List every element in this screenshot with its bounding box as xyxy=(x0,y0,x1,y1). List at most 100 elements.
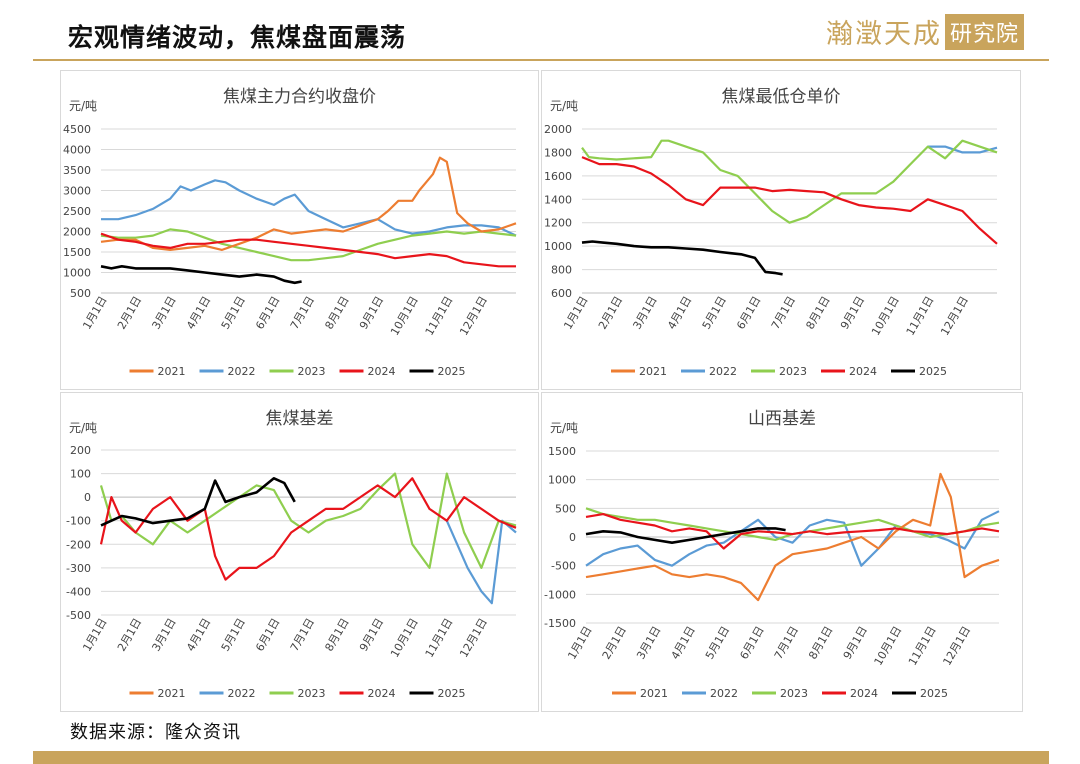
x-tick-label: 12月1日 xyxy=(940,624,973,668)
series-line-2022 xyxy=(101,179,517,237)
x-tick-label: 5月1日 xyxy=(700,294,729,332)
y-tick-label: 500 xyxy=(555,502,576,515)
x-tick-label: 6月1日 xyxy=(253,294,282,332)
x-tick-label: 10月1日 xyxy=(872,624,905,668)
legend-label-2023: 2023 xyxy=(779,365,807,378)
legend-label-2021: 2021 xyxy=(639,365,667,378)
series-line-2024 xyxy=(100,232,516,268)
y-tick-label: -500 xyxy=(551,560,576,573)
x-tick-label: 9月1日 xyxy=(838,294,867,332)
x-tick-label: 10月1日 xyxy=(388,616,421,660)
x-tick-label: 3月1日 xyxy=(631,294,660,332)
x-tick-label: 9月1日 xyxy=(357,294,386,332)
y-tick-label: 200 xyxy=(70,444,91,457)
legend-label-2024: 2024 xyxy=(849,365,877,378)
header-rule xyxy=(33,59,1049,61)
y-tick-label: -1500 xyxy=(544,617,576,630)
y-tick-label: 500 xyxy=(70,287,91,300)
footer-bar xyxy=(33,751,1049,764)
y-tick-label: 0 xyxy=(84,491,91,504)
chart-panel-shanxi-basis: 山西基差 元/吨 -1500 -1000 -500 0 500 1000 1500 1月1日 2月1… xyxy=(541,392,1023,712)
legend-label-2022: 2022 xyxy=(710,687,738,700)
x-tick-label: 5月1日 xyxy=(219,616,248,654)
y-tick-label: 2000 xyxy=(544,123,572,136)
y-tick-label: 100 xyxy=(70,468,91,481)
legend-label-2024: 2024 xyxy=(850,687,878,700)
y-tick-label: 600 xyxy=(551,287,572,300)
x-tick-label: 12月1日 xyxy=(938,294,971,338)
legend-label-2024: 2024 xyxy=(368,365,396,378)
x-tick-label: 7月1日 xyxy=(769,294,798,332)
x-tick-label: 3月1日 xyxy=(150,294,179,332)
legend-label-2025: 2025 xyxy=(919,365,947,378)
y-tick-label: 1200 xyxy=(544,217,572,230)
x-tick-label: 3月1日 xyxy=(634,624,663,662)
y-tick-label: 2000 xyxy=(63,226,91,239)
y-tick-label: 1800 xyxy=(544,146,572,159)
legend-label-2021: 2021 xyxy=(158,365,186,378)
y-axis-unit: 元/吨 xyxy=(69,99,97,113)
x-tick-label: 4月1日 xyxy=(184,294,213,332)
y-tick-label: -400 xyxy=(66,585,91,598)
series-line-2025 xyxy=(581,240,783,276)
x-tick-label: 11月1日 xyxy=(423,616,456,660)
x-tick-label: 4月1日 xyxy=(669,624,698,662)
x-tick-label: 8月1日 xyxy=(322,616,351,654)
y-tick-label: 1400 xyxy=(544,193,572,206)
y-tick-label: 1000 xyxy=(63,267,91,280)
x-tick-label: 6月1日 xyxy=(253,616,282,654)
series-line-2023 xyxy=(100,228,517,262)
legend-label-2024: 2024 xyxy=(368,687,396,700)
series-line-2021 xyxy=(585,472,1000,602)
data-source: 数据来源：隆众资讯 xyxy=(70,722,241,743)
x-tick-label: 3月1日 xyxy=(150,616,179,654)
legend-label-2022: 2022 xyxy=(228,687,256,700)
x-tick-label: 7月1日 xyxy=(772,624,801,662)
x-tick-label: 9月1日 xyxy=(357,616,386,654)
chart-title: 山西基差 xyxy=(748,409,816,429)
x-tick-label: 2月1日 xyxy=(115,616,144,654)
y-tick-label: 1500 xyxy=(548,445,576,458)
series-line-2025 xyxy=(585,527,786,544)
x-tick-label: 11月1日 xyxy=(906,624,939,668)
x-tick-label: 6月1日 xyxy=(737,624,766,662)
y-axis-unit: 元/吨 xyxy=(69,421,97,435)
x-tick-label: 2月1日 xyxy=(600,624,629,662)
y-tick-label: 0 xyxy=(569,531,576,544)
company-logo: 瀚澂天成 研究院 xyxy=(826,12,1025,51)
y-axis-unit: 元/吨 xyxy=(550,99,578,113)
x-tick-label: 11月1日 xyxy=(904,294,937,338)
y-tick-label: 3000 xyxy=(63,185,91,198)
y-tick-label: 3500 xyxy=(63,164,91,177)
legend-label-2023: 2023 xyxy=(780,687,808,700)
x-tick-label: 11月1日 xyxy=(423,294,456,338)
y-tick-label: 1000 xyxy=(548,474,576,487)
y-tick-label: -100 xyxy=(66,515,91,528)
x-tick-label: 5月1日 xyxy=(219,294,248,332)
chart-title: 焦煤主力合约收盘价 xyxy=(223,87,376,107)
series-line-2022 xyxy=(585,510,1000,567)
x-tick-label: 9月1日 xyxy=(841,624,870,662)
logo-badge: 研究院 xyxy=(945,13,1025,50)
legend-label-2022: 2022 xyxy=(228,365,256,378)
series-line-2024 xyxy=(99,477,517,581)
x-tick-label: 7月1日 xyxy=(288,294,317,332)
y-tick-label: 1500 xyxy=(63,246,91,259)
series-line-2021 xyxy=(100,156,517,251)
chart-panel-coking-coal-basis: 焦煤基差 元/吨 -500 -400 -300 -200 -100 0 100 200 1月1日 2月… xyxy=(60,392,539,712)
legend-label-2021: 2021 xyxy=(158,687,186,700)
series-line-2022 xyxy=(445,519,517,605)
y-tick-label: -1000 xyxy=(544,588,576,601)
x-tick-label: 8月1日 xyxy=(322,294,351,332)
y-tick-label: 2500 xyxy=(63,205,91,218)
chart-panel-lowest-warrant-price: 焦煤最低仓单价 元/吨 600 800 1000 1200 1400 1600 1800 2000… xyxy=(541,70,1021,390)
x-tick-label: 5月1日 xyxy=(703,624,732,662)
y-tick-label: -200 xyxy=(66,538,91,551)
legend-label-2025: 2025 xyxy=(438,687,466,700)
x-tick-label: 8月1日 xyxy=(803,294,832,332)
y-tick-label: 4500 xyxy=(63,123,91,136)
